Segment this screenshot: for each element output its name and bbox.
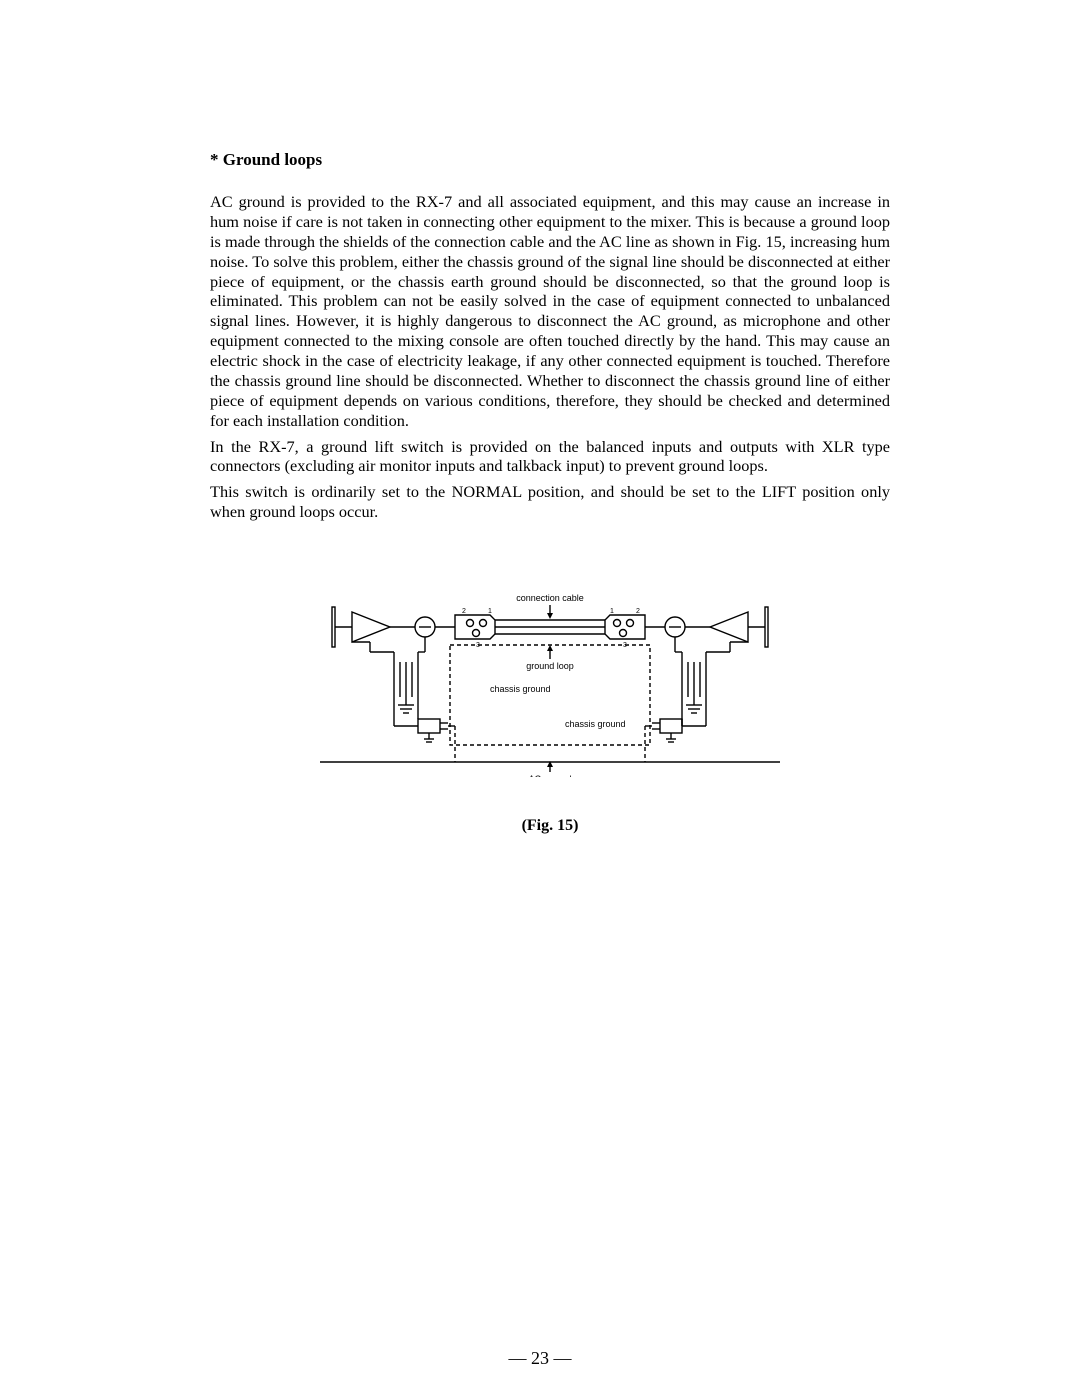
label-chassis-ground-left: chassis ground	[490, 684, 551, 694]
figure-caption: (Fig. 15)	[210, 817, 890, 835]
label-ground-loop: ground loop	[526, 661, 574, 671]
amp-right-icon	[710, 612, 748, 642]
figure-diagram: connection cable ground loop chassis gro…	[320, 577, 780, 782]
label-pin3r: 3	[623, 642, 627, 649]
figure-15: connection cable ground loop chassis gro…	[210, 577, 890, 835]
transformer-right-icon	[682, 662, 706, 697]
page-content: * Ground loops AC ground is provided to …	[0, 0, 1080, 835]
chassis-earth-right-icon	[666, 733, 676, 742]
label-connection-cable: connection cable	[516, 593, 584, 603]
amp-left-body	[332, 607, 335, 647]
xlr-left-icon	[455, 615, 495, 639]
section-heading: * Ground loops	[210, 150, 890, 170]
label-pin1-l: 1	[488, 608, 492, 615]
amp-left-icon	[352, 612, 390, 642]
chassis-earth-left-icon	[424, 733, 434, 742]
page-number: — 23 —	[0, 1348, 1080, 1369]
label-pin2r: 2	[636, 608, 640, 615]
body-paragraph-1: AC ground is provided to the RX-7 and al…	[210, 192, 890, 431]
plug-right-icon	[652, 719, 682, 733]
label-pin3l: 3	[476, 642, 480, 649]
plug-left-icon	[418, 719, 448, 733]
ground-loop-box	[450, 645, 650, 745]
body-paragraph-2: In the RX-7, a ground lift switch is pro…	[210, 437, 890, 477]
label-pin2l: 2	[462, 608, 466, 615]
earth-right-icon	[686, 697, 702, 713]
label-chassis-ground-right: chassis ground	[565, 719, 626, 729]
transformer-left-icon	[394, 662, 418, 697]
body-paragraph-3: This switch is ordinarily set to the NOR…	[210, 482, 890, 522]
earth-left-icon	[398, 697, 414, 713]
label-pin1-r: 1	[610, 608, 614, 615]
amp-right-body	[765, 607, 768, 647]
label-ac-ground: AC ground	[528, 774, 571, 777]
